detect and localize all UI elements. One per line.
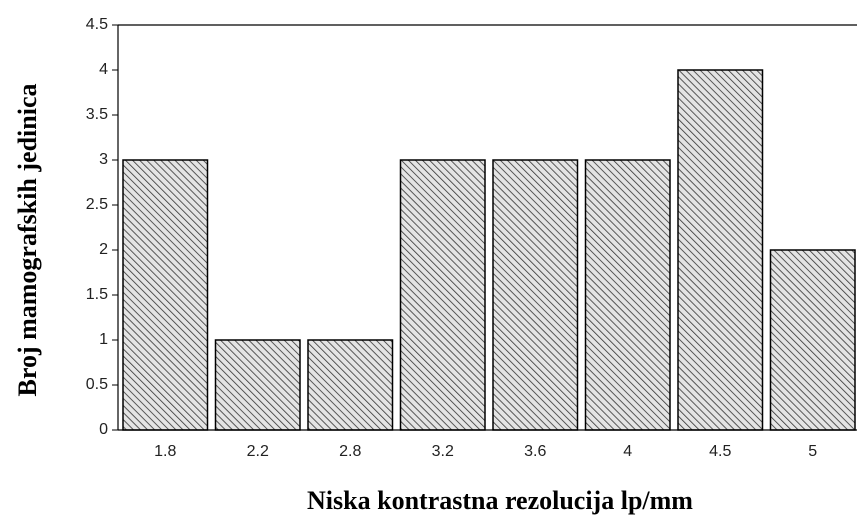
x-axis-title: Niska kontrastna rezolucija lp/mm (307, 486, 693, 515)
x-tick-label: 5 (808, 443, 817, 460)
x-tick-label: 3.2 (432, 443, 454, 460)
bar (769, 249, 856, 431)
y-tick-label: 4.5 (86, 16, 108, 33)
x-tick-label: 2.8 (339, 443, 361, 460)
y-tick-label: 1 (99, 331, 108, 348)
y-axis-title: Broj mamografskih jedinica (13, 84, 42, 397)
bar (214, 339, 301, 431)
y-tick-label: 0.5 (86, 376, 108, 393)
y-tick-label: 2.5 (86, 196, 108, 213)
y-tick-label: 1.5 (86, 286, 108, 303)
x-tick-label: 4 (623, 443, 632, 460)
x-tick-label: 2.2 (247, 443, 269, 460)
x-tick-label: 1.8 (154, 443, 176, 460)
bar (399, 159, 486, 431)
y-tick-label: 3.5 (86, 106, 108, 123)
bar (677, 69, 764, 431)
y-tick-label: 4 (99, 61, 108, 78)
bar (584, 159, 671, 431)
bar (122, 159, 209, 431)
bar (307, 339, 394, 431)
bar (492, 159, 579, 431)
y-tick-label: 3 (99, 151, 108, 168)
y-tick-label: 2 (99, 241, 108, 258)
x-tick-label: 3.6 (524, 443, 546, 460)
y-tick-label: 0 (99, 421, 108, 438)
x-tick-label: 4.5 (709, 443, 731, 460)
